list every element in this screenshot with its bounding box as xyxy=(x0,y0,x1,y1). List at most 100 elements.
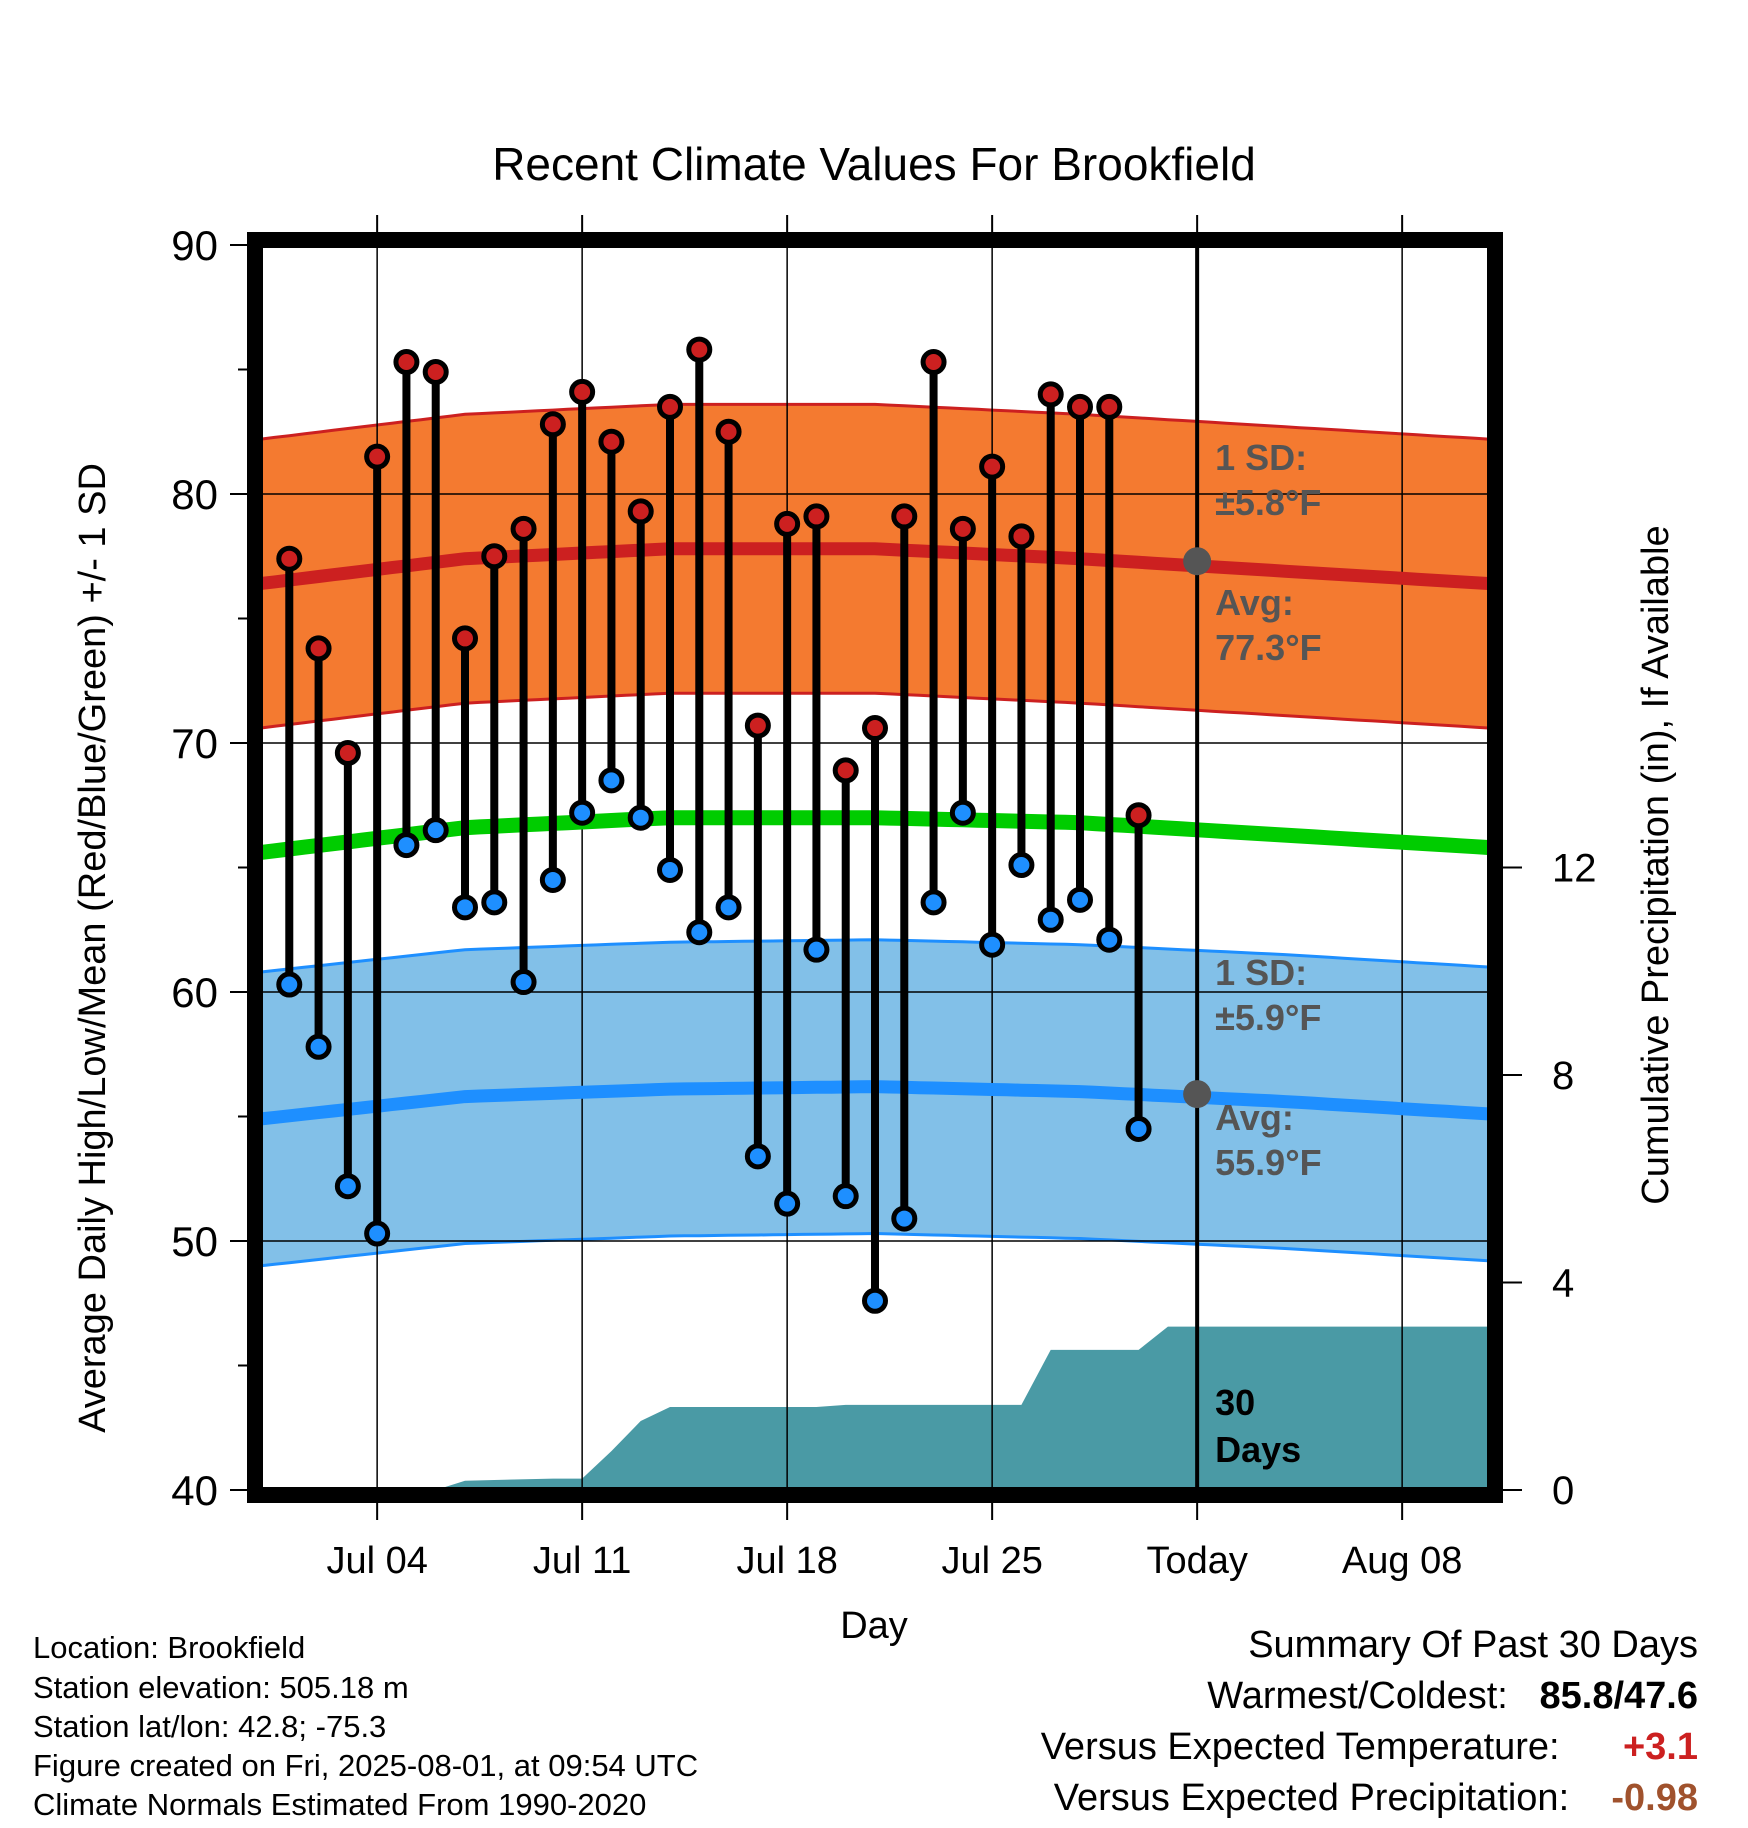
y-axis-label: Average Daily High/Low/Mean (Red/Blue/Gr… xyxy=(72,463,114,1433)
obs-low-point xyxy=(1008,852,1035,879)
obs-high-point xyxy=(1037,381,1064,408)
x-tick-label: Today xyxy=(1146,1540,1247,1582)
obs-high-point xyxy=(305,635,332,662)
y2-tick-label: 4 xyxy=(1552,1262,1574,1306)
obs-high-point xyxy=(627,498,654,525)
obs-low-point xyxy=(334,1173,361,1200)
summary-precip-label: Versus Expected Precipitation: xyxy=(1053,1777,1570,1819)
obs-high-point xyxy=(452,625,478,652)
obs-low-point xyxy=(510,969,537,996)
labels-layer: Recent Climate Values For Brookfield Day… xyxy=(72,138,1677,1647)
obs-high-point xyxy=(832,757,859,784)
obs-low-point xyxy=(305,1033,332,1060)
summary-warmest-label: Warmest/Coldest: xyxy=(1207,1675,1508,1717)
summary-warmest-value: 85.8/47.6 xyxy=(1539,1675,1698,1717)
obs-high-point xyxy=(774,510,801,537)
high-sd-label: 1 SD: xyxy=(1215,437,1307,478)
obs-high-point xyxy=(862,715,888,742)
obs-high-point xyxy=(686,336,713,363)
precip-layer xyxy=(260,1326,1490,1490)
info-normals: Climate Normals Estimated From 1990-2020 xyxy=(33,1787,647,1822)
obs-high-point xyxy=(569,378,596,405)
obs-low-point xyxy=(1096,926,1123,953)
y2-tick-label: 8 xyxy=(1552,1054,1574,1098)
today-low-normal-marker xyxy=(1183,1080,1212,1109)
obs-low-point xyxy=(949,799,976,826)
high-sd-band-upper-edge xyxy=(259,402,1491,441)
obs-high-point xyxy=(803,503,830,530)
y2-tick-label: 12 xyxy=(1552,847,1597,891)
high-avg-value: 77.3°F xyxy=(1215,627,1321,668)
chart-title: Recent Climate Values For Brookfield xyxy=(492,138,1256,190)
obs-high-point xyxy=(744,712,771,739)
obs-low-point xyxy=(364,1220,391,1247)
obs-low-point xyxy=(393,832,420,859)
obs-low-point xyxy=(744,1143,771,1170)
obs-high-point xyxy=(1008,523,1035,550)
obs-low-point xyxy=(598,767,625,794)
y2-tick-label: 0 xyxy=(1552,1469,1574,1513)
frame-layer xyxy=(230,215,1522,1520)
x-tick-label: Aug 08 xyxy=(1342,1540,1462,1582)
obs-low-point xyxy=(979,931,1006,958)
low-sd-label: 1 SD: xyxy=(1215,952,1307,993)
obs-high-point xyxy=(715,418,742,445)
summary-precip-value: -0.98 xyxy=(1611,1777,1698,1819)
y-tick-label: 60 xyxy=(171,969,218,1016)
obs-low-point xyxy=(686,919,713,946)
high-sd-band xyxy=(260,404,1490,729)
info-location: Location: Brookfield xyxy=(33,1630,306,1665)
summary-temp-label: Versus Expected Temperature: xyxy=(1040,1726,1560,1768)
obs-high-point xyxy=(979,453,1006,480)
summary-temp-row: Versus Expected Temperature: +3.1 xyxy=(1041,1722,1698,1772)
x-tick-label: Jul 04 xyxy=(326,1540,427,1582)
avg-high-line xyxy=(259,542,1491,591)
y-tick-label: 70 xyxy=(171,720,218,767)
obs-low-point xyxy=(627,804,654,831)
obs-low-point xyxy=(832,1183,859,1210)
obs-high-point xyxy=(539,411,566,438)
obs-high-point xyxy=(364,443,391,470)
obs-high-point xyxy=(891,503,918,530)
low-avg-label: Avg: xyxy=(1215,1097,1294,1138)
obs-high-point xyxy=(276,545,303,572)
summary-temp-value: +3.1 xyxy=(1622,1726,1698,1768)
obs-high-point xyxy=(949,515,976,542)
obs-low-point xyxy=(276,971,303,998)
obs-low-point xyxy=(920,889,947,916)
low-avg-value: 55.9°F xyxy=(1215,1142,1321,1183)
plot-frame xyxy=(247,232,1503,1503)
low-sd-value: ±5.9°F xyxy=(1215,997,1321,1038)
obs-high-point xyxy=(393,349,420,376)
observations-layer xyxy=(276,336,1152,1314)
summary-warmest-row: Warmest/Coldest: 85.8/47.6 xyxy=(1207,1671,1698,1721)
obs-low-point xyxy=(657,856,683,883)
today-high-normal-marker xyxy=(1183,547,1212,576)
x-tick-label: Jul 18 xyxy=(736,1540,837,1582)
high-avg-label: Avg: xyxy=(1215,582,1294,623)
info-created: Figure created on Fri, 2025-08-01, at 09… xyxy=(33,1748,699,1783)
x-tick-label: Jul 25 xyxy=(941,1540,1042,1582)
cumulative-precip-area xyxy=(260,1326,1490,1490)
obs-low-point xyxy=(481,889,508,916)
high-sd-value: ±5.8°F xyxy=(1215,482,1321,523)
obs-low-point xyxy=(569,799,596,826)
summary-title: Summary Of Past 30 Days xyxy=(1248,1624,1698,1666)
obs-high-point xyxy=(1096,393,1123,420)
y-tick-label: 40 xyxy=(171,1467,218,1514)
period-label-unit: Days xyxy=(1215,1429,1301,1470)
summary-precip-row: Versus Expected Precipitation: -0.98 xyxy=(1054,1773,1698,1823)
obs-high-point xyxy=(920,349,947,376)
obs-low-point xyxy=(452,894,478,921)
info-latlon: Station lat/lon: 42.8; -75.3 xyxy=(33,1709,387,1744)
obs-low-point xyxy=(774,1190,801,1217)
obs-low-point xyxy=(891,1205,918,1232)
y-tick-label: 50 xyxy=(171,1218,218,1265)
obs-high-point xyxy=(1125,802,1152,829)
obs-low-point xyxy=(1037,906,1064,933)
obs-low-point xyxy=(1067,886,1093,913)
obs-high-point xyxy=(1067,393,1093,420)
obs-low-point xyxy=(539,866,566,893)
obs-high-point xyxy=(598,428,625,455)
